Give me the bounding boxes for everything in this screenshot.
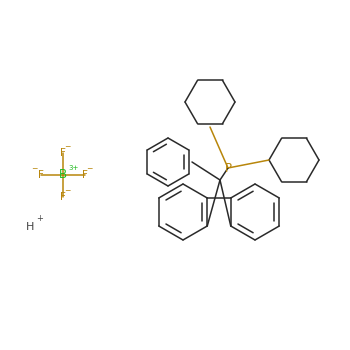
Text: F: F — [60, 148, 66, 158]
Text: +: + — [36, 214, 43, 223]
Text: 3+: 3+ — [69, 165, 79, 171]
Text: −: − — [64, 142, 71, 151]
Text: −: − — [86, 164, 92, 173]
Text: H: H — [26, 222, 34, 232]
Text: F: F — [60, 192, 66, 202]
Text: F: F — [82, 170, 88, 180]
Text: −: − — [31, 164, 37, 173]
Text: P: P — [224, 161, 231, 175]
Text: B: B — [59, 168, 67, 182]
Text: F: F — [38, 170, 44, 180]
Text: −: − — [64, 186, 71, 195]
